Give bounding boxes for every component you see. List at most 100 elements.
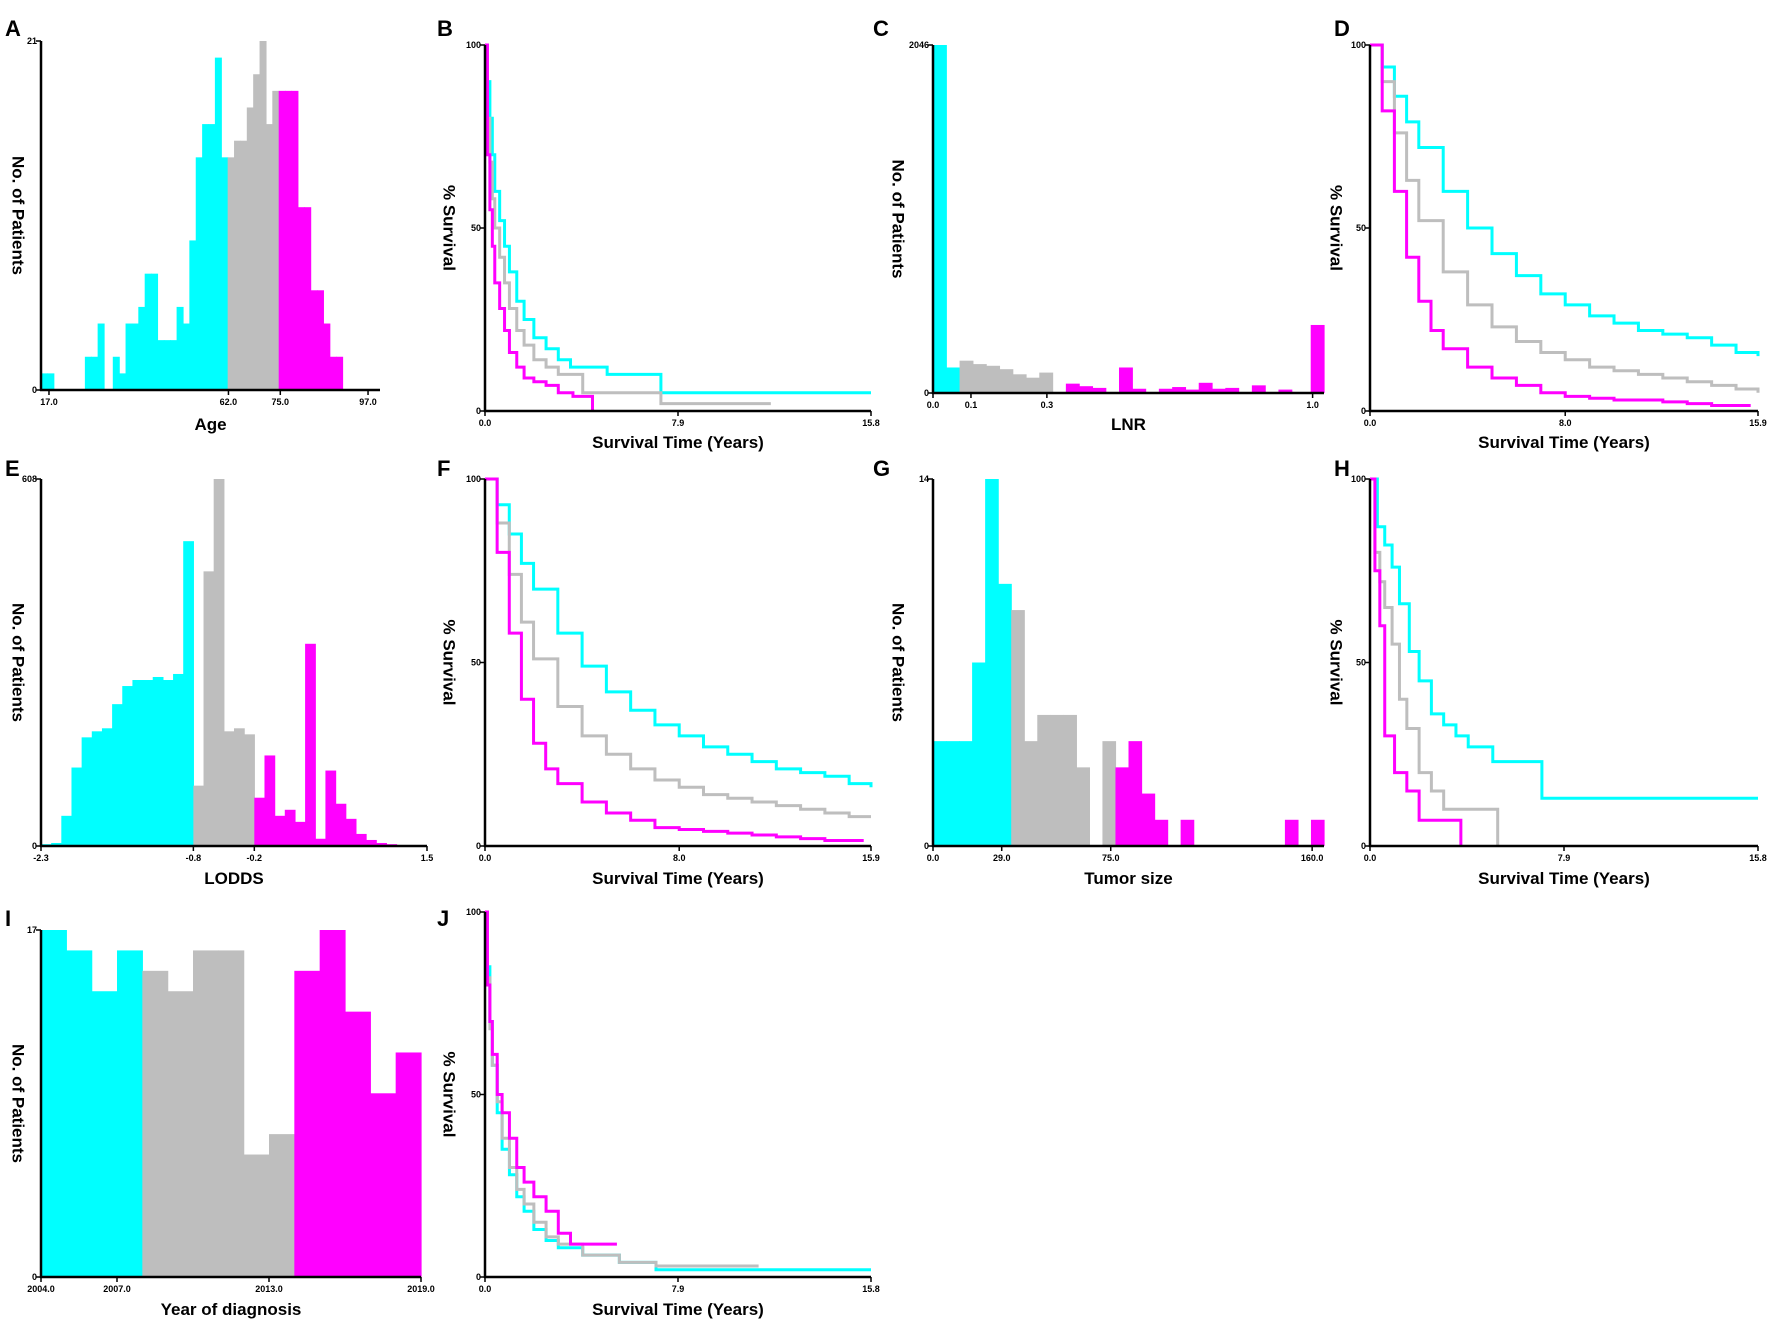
y-tick-label: 0 [32,841,37,851]
histogram-bar [985,479,999,846]
histogram-bar [264,755,276,846]
y-tick-label: 0 [476,406,481,416]
histogram-bar [203,571,215,846]
histogram-bar [1102,741,1117,846]
histogram-bar [213,479,225,846]
survival-curve-gray [485,910,759,1268]
x-axis-title: Tumor size [1084,869,1172,888]
histogram-bar [1225,387,1240,393]
histogram-bar [933,741,947,846]
histogram-bar [254,797,266,846]
histogram-bar [234,140,242,390]
histogram-bar [182,323,190,390]
panel-letter: D [1334,16,1350,41]
histogram-bar [1037,714,1051,846]
x-tick-label: 2007.0 [103,1284,131,1294]
panel-d: D 0.0 8.0 15.9 0 50 100 Survival Time (Years) % … [1327,16,1767,452]
histogram-bar [132,680,144,846]
survival-curve-gray [485,477,871,819]
y-tick-label: 100 [466,907,481,917]
histogram-bar [162,680,174,846]
y-tick-label: 608 [22,474,37,484]
histogram-bar [370,1093,397,1277]
x-tick-label: 0.0 [479,1284,492,1294]
histogram-bar [285,90,293,390]
histogram-bar [323,323,331,390]
histogram-bar [972,662,986,846]
histogram-bar [170,340,178,390]
histogram-bar [91,991,118,1277]
histogram-bar [91,731,103,846]
histogram-bar [221,157,229,390]
histogram-bar [395,1052,422,1277]
histogram-bar [193,950,219,1277]
y-axis-title: No. of Patients [9,156,28,275]
histogram-bar [259,41,267,390]
histogram-bar [315,838,327,846]
histogram-bar [157,340,165,390]
y-tick-label: 14 [919,474,929,484]
x-tick-label: 15.9 [862,853,880,863]
histogram-bar [272,90,280,390]
histogram-bar [310,290,318,390]
panel-letter: I [5,906,11,931]
panel-h: H 0.0 7.9 15.8 0 50 100 Survival Time (Years) % … [1327,456,1767,888]
y-tick-label: 50 [471,1090,481,1100]
y-axis-title: % Survival [440,620,459,706]
histogram-bar [1115,767,1130,846]
histogram-bar [97,323,105,390]
histogram-bar [122,686,134,846]
histogram-bar [972,364,987,393]
y-tick-label: 100 [1351,40,1366,50]
histogram-bar [138,306,146,390]
y-tick-label: 0 [476,1272,481,1282]
y-tick-label: 100 [1351,474,1366,484]
y-axis-title: % Survival [440,1052,459,1138]
histogram-bar [986,365,1001,393]
histogram-bar [253,74,261,390]
survival-curve-magenta [485,477,864,842]
histogram-bar [244,734,255,846]
x-axis-title: Survival Time (Years) [592,433,764,452]
y-tick-label: 2046 [909,40,929,50]
histogram-bar [933,45,947,393]
histogram-bar [195,157,203,390]
histogram-bar [1158,388,1173,393]
x-tick-label: 2013.0 [255,1284,283,1294]
x-tick-label: 0.0 [1364,853,1377,863]
histogram-bar [131,323,139,390]
histogram-bar [51,842,62,846]
survival-curve-magenta [1370,43,1751,408]
histogram-bar [998,583,1012,846]
histogram-bar [167,991,194,1277]
panel-e: E -2.3 -0.8 -0.2 1.5 0 608 LODDS No. of Patients [5,456,433,888]
y-tick-label: 0 [1361,841,1366,851]
histogram-bar [183,541,194,846]
y-tick-label: 21 [27,36,37,46]
histogram-bar [1141,793,1156,846]
histogram-bar [41,373,48,390]
y-axis-title: No. of Patients [9,1044,28,1163]
histogram-bar [305,643,316,846]
y-tick-label: 0 [1361,406,1366,416]
histogram-bar [227,157,235,390]
histogram-bar [1012,374,1027,393]
histogram-bar [144,273,152,390]
x-tick-label: 1.0 [1306,400,1319,410]
x-tick-label: 0.0 [927,853,940,863]
y-tick-label: 50 [471,658,481,668]
histogram-bar [345,1011,371,1277]
x-axis-title: Year of diagnosis [161,1300,302,1319]
histogram-bar [1092,387,1107,393]
x-tick-label: 0.0 [479,418,492,428]
x-tick-label: 0.0 [927,400,940,410]
histogram-bar [304,207,312,390]
histogram-bar [274,815,286,846]
histogram-bar [1284,819,1299,846]
histogram-bar [218,950,245,1277]
histogram-bar [1119,367,1133,393]
histogram-bar [265,124,273,390]
x-axis-title: LODDS [204,869,264,888]
histogram-bar [959,741,973,846]
